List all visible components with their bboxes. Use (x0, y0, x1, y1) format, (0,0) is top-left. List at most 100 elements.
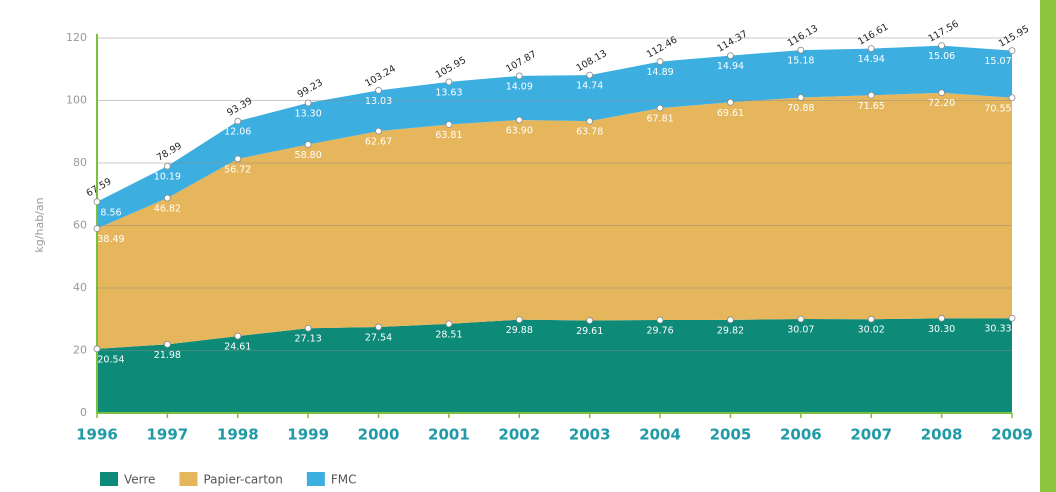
point (938, 89, 946, 97)
x-tick-label: 2007 (850, 426, 892, 444)
value-label: 12.06 (224, 127, 251, 138)
total-label: 93.39 (225, 96, 254, 119)
point (93, 225, 101, 232)
value-label: 8.56 (100, 207, 121, 218)
point (304, 324, 312, 332)
total-label: 99.23 (296, 77, 325, 100)
x-tick-label: 2003 (569, 426, 611, 444)
point (163, 194, 171, 202)
value-label: 30.30 (928, 324, 955, 335)
value-label: 10.19 (154, 172, 181, 183)
value-label: 67.81 (646, 114, 673, 125)
value-label: 13.03 (365, 96, 392, 107)
total-label: 105.95 (434, 55, 468, 81)
side-bar (1040, 0, 1056, 492)
point (234, 332, 242, 340)
point (1008, 314, 1016, 322)
point (727, 316, 734, 324)
point (797, 315, 805, 323)
value-label: 15.06 (928, 51, 955, 62)
point (656, 58, 664, 65)
value-label: 27.54 (365, 332, 392, 343)
value-label: 27.13 (295, 334, 322, 345)
y-tick-label: 20 (73, 344, 87, 357)
value-label: 70.55 (984, 103, 1011, 114)
x-tick-label: 2000 (358, 426, 400, 444)
area (97, 45, 1012, 229)
point (867, 315, 875, 323)
point (515, 316, 523, 324)
x-tick-label: 1996 (76, 426, 118, 444)
point (515, 116, 523, 124)
value-label: 14.94 (717, 61, 744, 72)
legend-label: FMC (331, 473, 357, 487)
x-tick-label: 2009 (991, 426, 1033, 444)
legend-swatch (306, 472, 325, 486)
value-label: 63.81 (435, 130, 462, 141)
x-tick-label: 2004 (639, 426, 681, 444)
point (304, 99, 312, 107)
value-label: 63.78 (576, 127, 603, 138)
y-tick-label: 80 (73, 156, 87, 169)
point (727, 52, 734, 59)
value-label: 21.98 (154, 350, 181, 361)
value-label: 14.09 (506, 81, 533, 92)
point (938, 42, 946, 50)
legend-swatch (179, 472, 198, 486)
y-tick-label: 40 (73, 281, 87, 294)
x-tick-label: 1997 (147, 426, 189, 444)
point (375, 127, 382, 135)
total-label: 115.95 (997, 24, 1031, 50)
total-label: 114.37 (715, 29, 749, 55)
value-label: 14.94 (858, 54, 885, 65)
point (656, 104, 664, 112)
value-label: 71.65 (858, 101, 885, 112)
value-label: 69.61 (717, 108, 744, 119)
point (445, 320, 453, 328)
value-label: 58.80 (295, 150, 322, 161)
point (867, 91, 875, 99)
value-label: 15.07 (984, 56, 1011, 67)
y-tick-label: 0 (80, 406, 87, 419)
area (97, 318, 1012, 413)
value-label: 29.76 (646, 326, 673, 337)
point (234, 117, 242, 125)
x-tick-label: 1998 (217, 426, 259, 444)
x-tick-label: 2001 (428, 426, 470, 444)
total-label: 108.13 (575, 48, 609, 74)
value-label: 30.33 (984, 324, 1011, 335)
value-label: 24.61 (224, 342, 251, 353)
point (938, 314, 946, 322)
value-label: 14.74 (576, 81, 603, 92)
total-label: 116.13 (786, 23, 820, 49)
y-tick-label: 100 (66, 94, 87, 107)
total-label: 103.24 (363, 63, 397, 89)
y-axis-label: kg/hab/an (33, 197, 46, 252)
y-tick-label: 60 (73, 219, 87, 232)
value-label: 56.72 (224, 164, 251, 175)
value-label: 30.02 (858, 325, 885, 336)
x-tick-label: 2005 (710, 426, 752, 444)
total-label: 117.56 (926, 19, 960, 45)
x-tick-label: 1999 (287, 426, 329, 444)
point (93, 345, 101, 353)
value-label: 30.07 (787, 325, 814, 336)
point (163, 162, 171, 170)
legend-label: Papier-carton (203, 473, 282, 487)
legend-swatch (100, 472, 118, 486)
point (304, 141, 312, 148)
value-label: 13.63 (435, 87, 462, 98)
value-label: 29.82 (717, 325, 744, 336)
point (867, 45, 875, 52)
point (375, 323, 382, 331)
point (93, 198, 101, 206)
point (656, 316, 664, 324)
point (1008, 94, 1016, 102)
total-label: 107.87 (504, 49, 538, 75)
value-label: 46.82 (154, 204, 181, 215)
value-label: 70.88 (787, 103, 814, 114)
value-label: 28.51 (435, 329, 462, 340)
point (797, 46, 805, 54)
x-tick-label: 2006 (780, 426, 822, 444)
